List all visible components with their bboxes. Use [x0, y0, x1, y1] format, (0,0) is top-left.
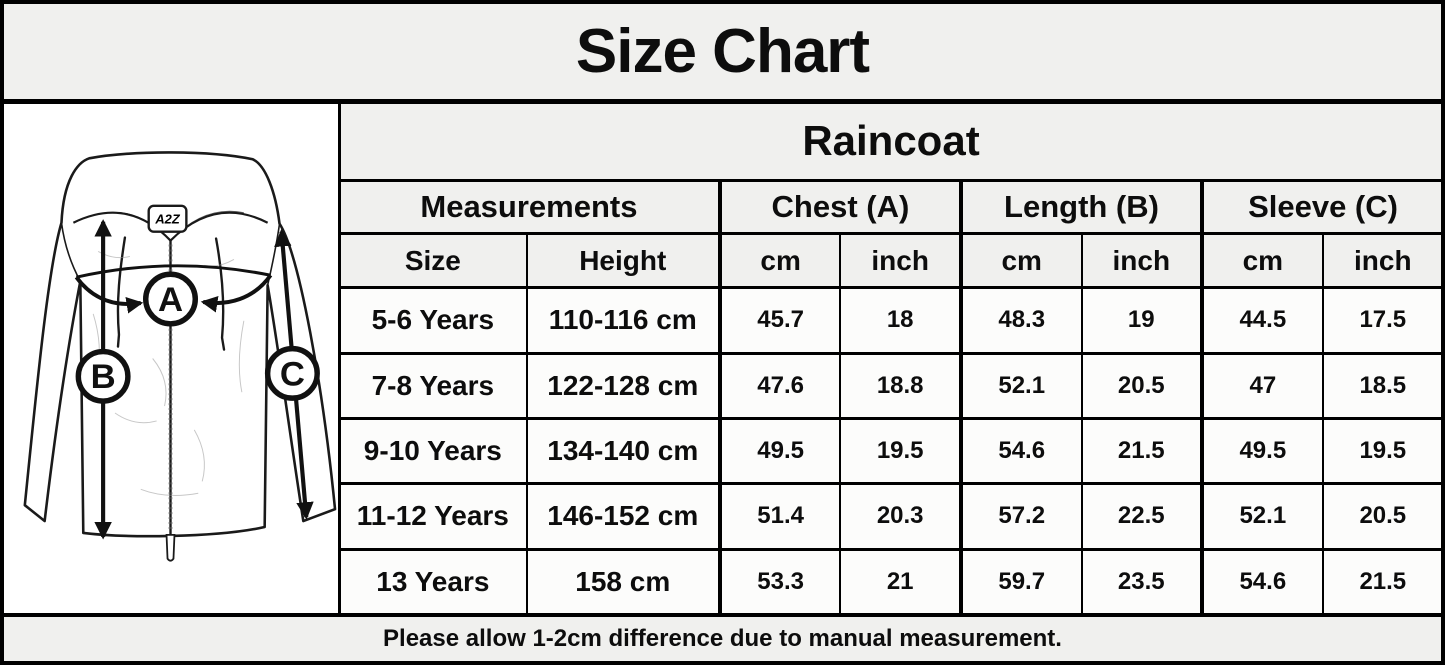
height-cell: 146-152 cm [525, 482, 721, 551]
chest-inch-cell: 18 [839, 286, 962, 355]
size-table: Raincoat Measurements Chest (A) Length (… [341, 104, 1441, 613]
size-table-wrap: Raincoat Measurements Chest (A) Length (… [341, 104, 1441, 613]
length-inch-cell: 22.5 [1080, 482, 1204, 551]
group-header-length: Length (B) [958, 178, 1204, 236]
chest-cm-cell: 51.4 [717, 482, 842, 551]
sleeve-cm-cell: 54.6 [1200, 547, 1324, 613]
zipper-pull [165, 534, 176, 562]
chest-cm-cell: 53.3 [717, 547, 842, 613]
height-cell: 122-128 cm [525, 351, 721, 420]
table-row: 11-12 Years 146-152 cm 51.4 20.3 57.2 22… [341, 482, 1441, 551]
size-cell: 13 Years [341, 547, 528, 613]
length-cm-cell: 48.3 [958, 286, 1083, 355]
chest-inch-cell: 21 [839, 547, 962, 613]
size-cell: 7-8 Years [341, 351, 528, 420]
sleeve-inch-cell: 17.5 [1321, 286, 1441, 355]
chest-cm-cell: 47.6 [717, 351, 842, 420]
size-cell: 5-6 Years [341, 286, 528, 355]
sleeve-inch-cell: 20.5 [1321, 482, 1441, 551]
group-header-sleeve: Sleeve (C) [1200, 178, 1441, 236]
col-header-chest-cm: cm [717, 232, 842, 290]
length-cm-cell: 57.2 [958, 482, 1083, 551]
length-cm-cell: 59.7 [958, 547, 1083, 613]
table-row: 7-8 Years 122-128 cm 47.6 18.8 52.1 20.5… [341, 351, 1441, 420]
brand-tag-label: A2Z [154, 212, 180, 227]
chest-arrow-right [200, 274, 273, 313]
sleeve-cm-cell: 49.5 [1200, 416, 1324, 486]
main-area: A2Z [4, 104, 1441, 613]
col-header-sleeve-cm: cm [1200, 232, 1324, 290]
marker-b-letter: B [91, 358, 116, 396]
marker-b-badge: B [75, 348, 131, 404]
chest-cm-cell: 45.7 [717, 286, 842, 355]
group-header-chest: Chest (A) [717, 178, 962, 236]
table-row: 5-6 Years 110-116 cm 45.7 18 48.3 19 44.… [341, 286, 1441, 355]
column-header-row: Size Height cm inch cm inch cm inch [341, 232, 1441, 290]
raincoat-illustration: A2Z [23, 151, 337, 562]
length-cm-cell: 54.6 [958, 416, 1083, 486]
product-header: Raincoat [341, 104, 1441, 182]
height-cell: 134-140 cm [525, 416, 721, 486]
footer-note: Please allow 1-2cm difference due to man… [4, 613, 1441, 661]
sleeve-cm-cell: 47 [1200, 351, 1324, 420]
length-inch-cell: 19 [1080, 286, 1204, 355]
length-inch-cell: 21.5 [1080, 416, 1204, 486]
size-cell: 9-10 Years [341, 416, 528, 486]
product-header-row: Raincoat [341, 104, 1441, 182]
length-inch-cell: 20.5 [1080, 351, 1204, 420]
sleeve-inch-cell: 21.5 [1321, 547, 1441, 613]
height-cell: 158 cm [525, 547, 721, 613]
length-cm-cell: 52.1 [958, 351, 1083, 420]
col-header-size: Size [341, 232, 528, 290]
drawstring-right [214, 237, 226, 351]
raincoat-diagram-panel: A2Z [4, 104, 341, 613]
marker-a-badge: A [143, 271, 199, 327]
group-header-row: Measurements Chest (A) Length (B) Sleeve… [341, 178, 1441, 236]
title-bar: Size Chart [4, 4, 1441, 104]
page-title: Size Chart [575, 17, 870, 86]
table-row: 13 Years 158 cm 53.3 21 59.7 23.5 54.6 2… [341, 547, 1441, 613]
sleeve-inch-cell: 19.5 [1321, 416, 1441, 486]
col-header-height: Height [525, 232, 721, 290]
drawstring-left [116, 236, 127, 348]
chest-inch-cell: 18.8 [839, 351, 962, 420]
marker-c-badge: C [264, 345, 320, 401]
col-header-sleeve-inch: inch [1321, 232, 1441, 290]
length-inch-cell: 23.5 [1080, 547, 1204, 613]
col-header-length-inch: inch [1080, 232, 1204, 290]
footer-note-text: Please allow 1-2cm difference due to man… [383, 625, 1062, 652]
chest-inch-cell: 20.3 [839, 482, 962, 551]
col-header-chest-inch: inch [839, 232, 962, 290]
marker-a-letter: A [158, 281, 183, 319]
table-row: 9-10 Years 134-140 cm 49.5 19.5 54.6 21.… [341, 416, 1441, 486]
marker-c-letter: C [280, 355, 305, 393]
brand-tag [147, 204, 188, 233]
col-header-length-cm: cm [958, 232, 1083, 290]
sleeve-inch-cell: 18.5 [1321, 351, 1441, 420]
sleeve-cm-cell: 52.1 [1200, 482, 1324, 551]
sleeve-cm-cell: 44.5 [1200, 286, 1324, 355]
height-cell: 110-116 cm [525, 286, 721, 355]
chest-cm-cell: 49.5 [717, 416, 842, 486]
chest-inch-cell: 19.5 [839, 416, 962, 486]
group-header-measurements: Measurements [341, 178, 721, 236]
size-cell: 11-12 Years [341, 482, 528, 551]
